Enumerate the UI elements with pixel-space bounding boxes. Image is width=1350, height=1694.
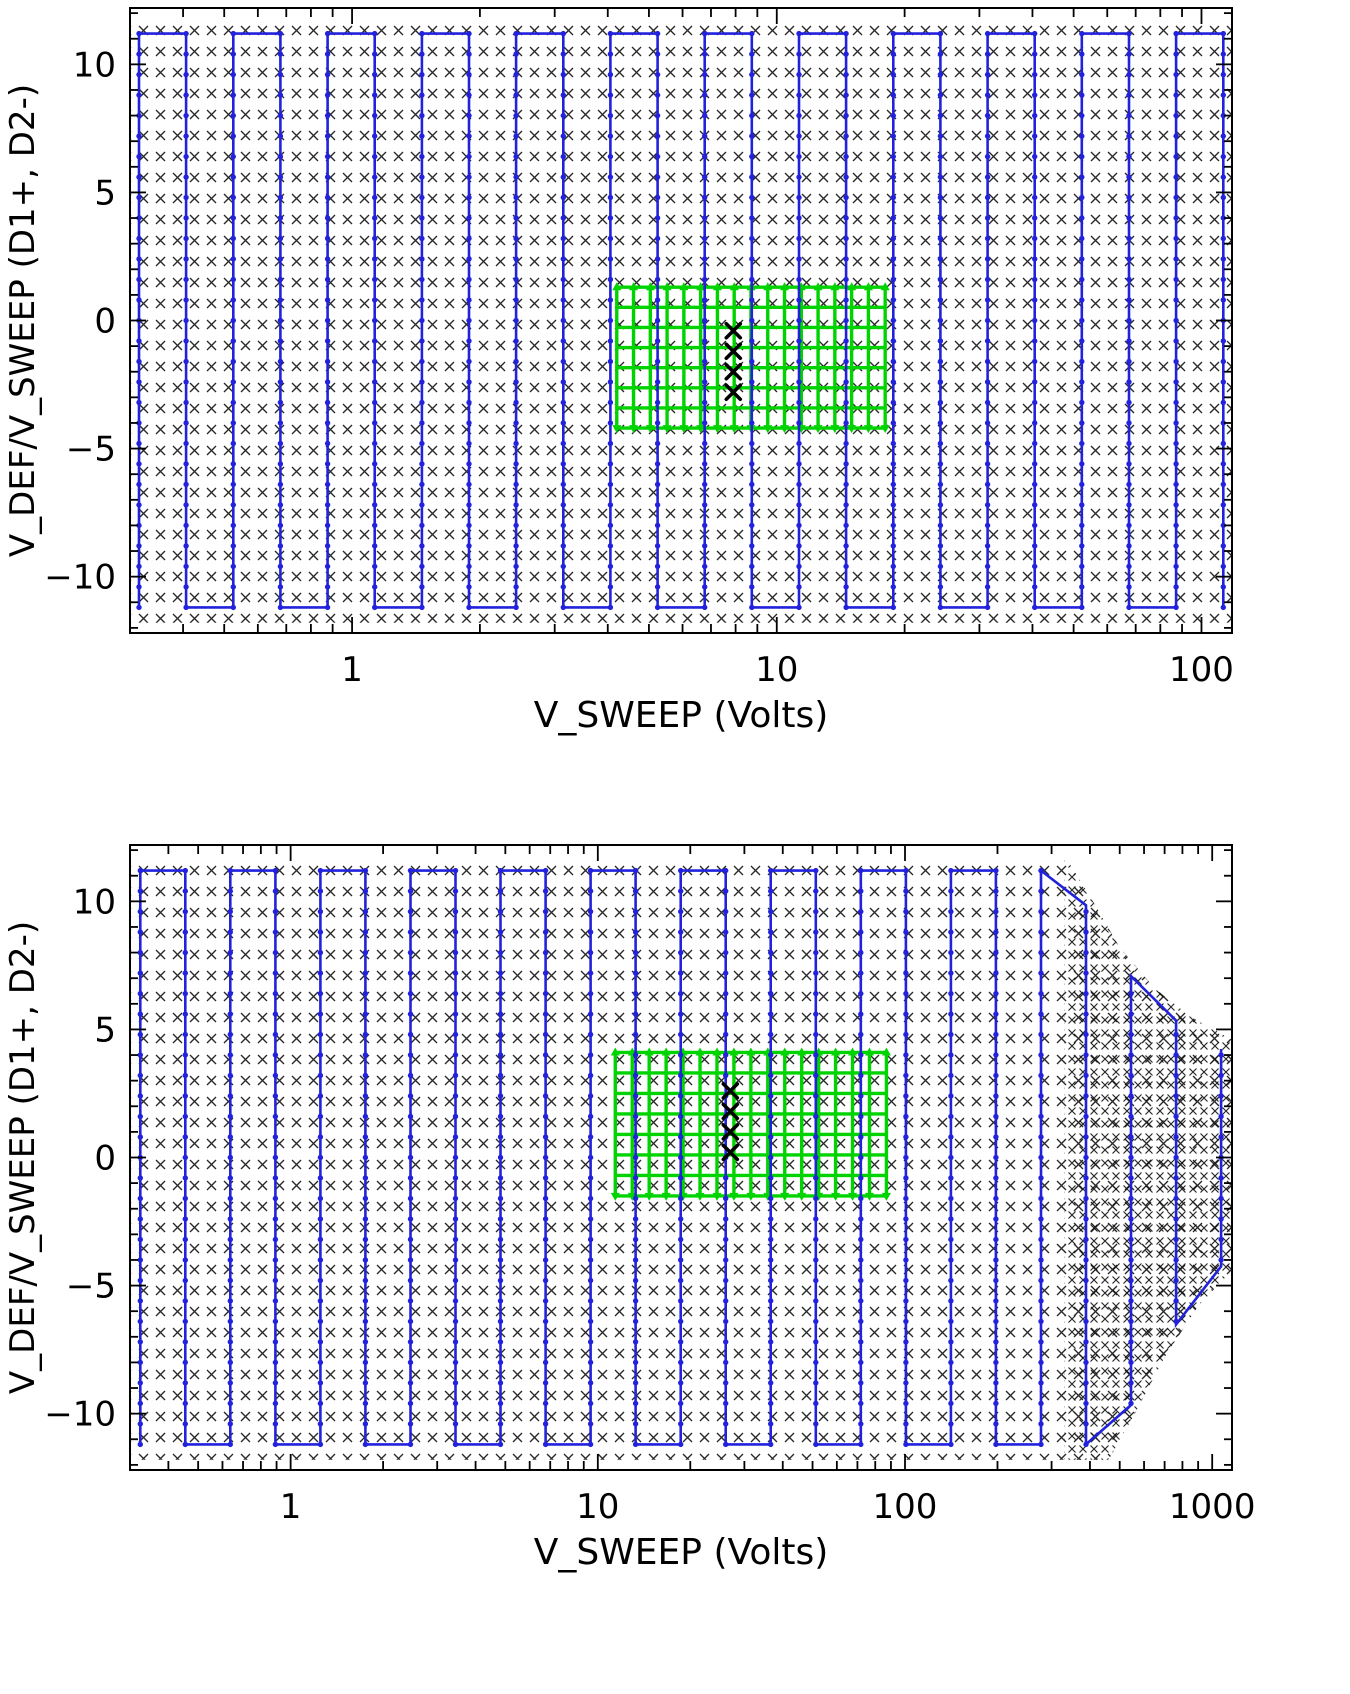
x-tick-label: 100	[873, 1487, 938, 1527]
bold-x-markers	[721, 1082, 740, 1162]
y-axis-title: V_DEF/V_SWEEP (D1+, D2-)	[3, 84, 43, 557]
axis-ticks	[129, 8, 1232, 633]
y-tick-label: 5	[94, 1010, 116, 1050]
funnel-dense-raster	[1064, 855, 1232, 1460]
axis-labels: 1 10 100 1000 −10 −5 0 5 10 V_SWEEP (Volts) V_DEF/…	[3, 882, 1255, 1573]
axes-frame	[129, 7, 1233, 634]
y-tick-label: −10	[44, 558, 116, 598]
y-tick-label: 10	[73, 882, 116, 922]
x-axis-title: V_SWEEP (Volts)	[534, 1532, 829, 1573]
x-tick-label: 1	[280, 1487, 302, 1527]
axis-ticks	[129, 845, 1232, 1470]
x-tick-label: 100	[1169, 650, 1234, 690]
y-axis-title: V_DEF/V_SWEEP (D1+, D2-)	[3, 921, 43, 1394]
y-tick-label: 0	[94, 302, 116, 342]
y-tick-label: −5	[66, 1267, 116, 1307]
x-tick-label: 10	[755, 650, 798, 690]
background-x-raster	[130, 18, 1232, 623]
bottom-plot-panel: 1 10 100 1000 −10 −5 0 5 10 V_SWEEP (Volts) V_DEF/…	[3, 844, 1255, 1573]
bold-x-markers	[724, 321, 743, 402]
grid-arrow-markers	[612, 282, 890, 434]
top-plot-panel: 1 10 100 −10 −5 0 5 10 V_SWEEP (Volts) V_DEF/V_SW…	[3, 7, 1234, 736]
axes-frame	[129, 844, 1233, 1471]
y-tick-label: −10	[44, 1395, 116, 1435]
y-tick-label: −5	[66, 430, 116, 470]
x-tick-label: 10	[576, 1487, 619, 1527]
axis-labels: 1 10 100 −10 −5 0 5 10 V_SWEEP (Volts) V_DEF/V_SW…	[3, 45, 1234, 736]
y-tick-label: 0	[94, 1139, 116, 1179]
y-tick-label: 5	[94, 173, 116, 213]
sweep-line-path	[137, 32, 1225, 609]
y-tick-label: 10	[73, 45, 116, 85]
x-axis-title: V_SWEEP (Volts)	[534, 695, 829, 736]
highlight-grid	[613, 1050, 889, 1198]
sweep-markers	[136, 30, 1227, 611]
x-tick-label: 1000	[1169, 1487, 1256, 1527]
x-tick-label: 1	[341, 650, 363, 690]
sweep-markers	[137, 867, 1224, 1448]
